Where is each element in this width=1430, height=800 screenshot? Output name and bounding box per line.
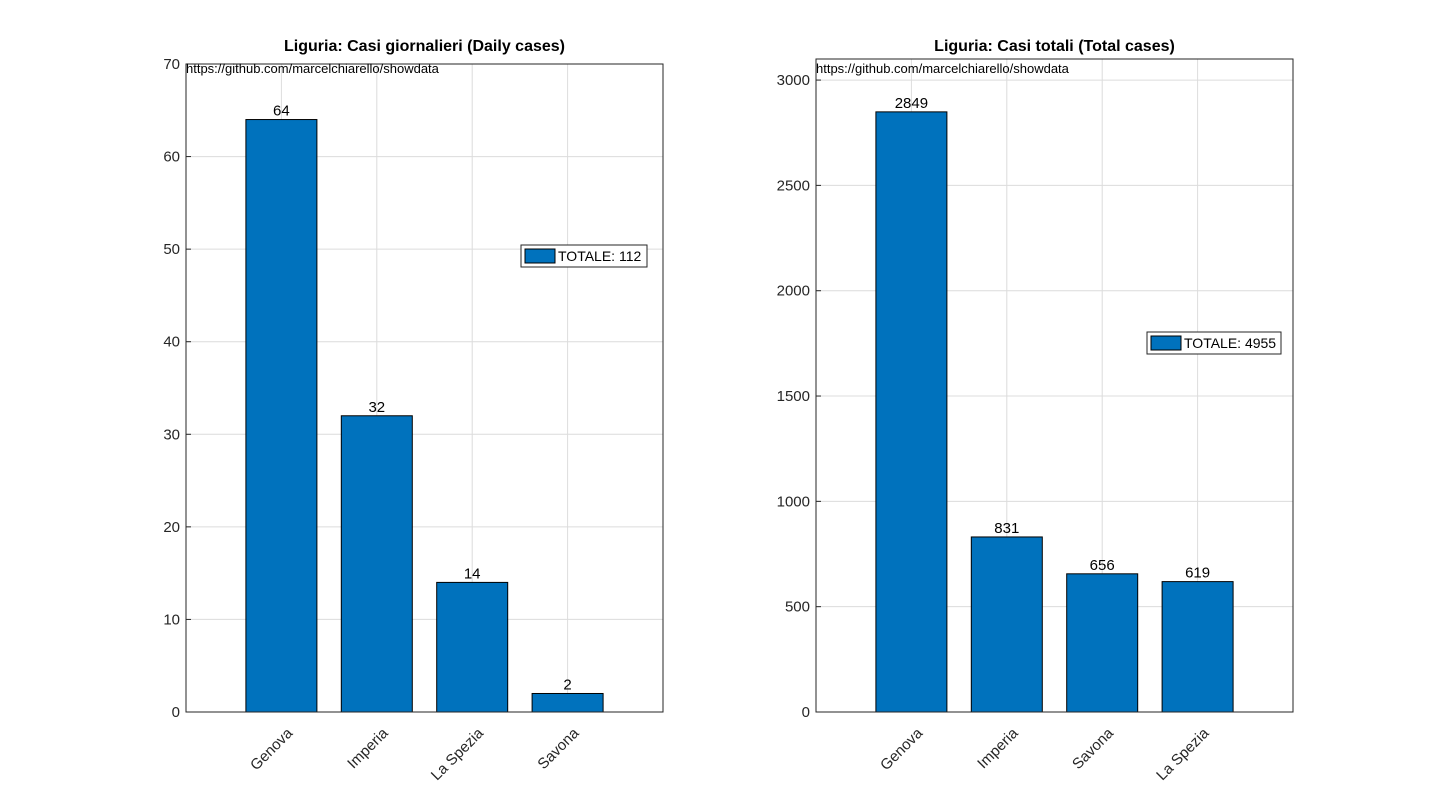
y-tick-label: 0 — [802, 704, 810, 721]
bar-value-label: 2 — [563, 676, 571, 693]
bar-savona — [1066, 573, 1139, 713]
y-tick-labels: 0 500 1000 1500 2000 2500 3000 — [777, 72, 810, 721]
chart-daily-cases: 64 32 14 2 0 10 20 30 40 50 60 70 Genova Imperia La … — [163, 38, 664, 784]
y-tick-label: 1000 — [777, 493, 810, 510]
bar-imperia — [340, 415, 413, 713]
y-tick-label: 2500 — [777, 177, 810, 194]
y-tick-label: 40 — [163, 334, 180, 351]
y-tick-label: 60 — [163, 149, 180, 166]
bar-value-label: 64 — [273, 103, 290, 120]
y-tick-label: 10 — [163, 611, 180, 628]
x-tick-labels: Genova Imperia Savona La Spezia — [877, 724, 1213, 784]
bar-value-label: 14 — [464, 565, 481, 582]
chart-title: Liguria: Casi totali (Total cases) — [934, 38, 1175, 55]
bar-genova — [245, 119, 318, 713]
value-labels: 64 32 14 2 — [273, 103, 572, 694]
legend-swatch — [524, 248, 556, 264]
value-labels: 2849 831 656 619 — [895, 95, 1210, 582]
source-url: https://github.com/marcelchiarello/showd… — [186, 61, 440, 76]
bar-la-spezia — [1161, 581, 1234, 713]
bar-imperia — [970, 536, 1043, 713]
source-url: https://github.com/marcelchiarello/showd… — [816, 61, 1070, 76]
bars — [875, 111, 1234, 713]
y-tick-label: 30 — [163, 426, 180, 443]
legend: TOTALE: 4955 — [1146, 331, 1282, 355]
x-tick-label: La Spezia — [428, 724, 488, 784]
legend-label: TOTALE: 4955 — [1184, 335, 1276, 351]
bar-value-label: 656 — [1090, 557, 1115, 574]
y-tick-label: 2000 — [777, 283, 810, 300]
y-tick-label: 3000 — [777, 72, 810, 89]
x-tick-label: Genova — [877, 724, 927, 774]
axes-box — [815, 58, 1294, 713]
x-tick-label: Savona — [1069, 724, 1117, 772]
legend-swatch — [1150, 335, 1182, 351]
bar-value-label: 619 — [1185, 565, 1210, 582]
y-tick-label: 0 — [172, 704, 180, 721]
bar-savona — [531, 692, 604, 713]
y-tick-label: 500 — [785, 599, 810, 616]
y-tick-labels: 0 10 20 30 40 50 60 70 — [163, 56, 180, 721]
bar-la-spezia — [436, 581, 509, 713]
bars — [245, 119, 604, 713]
legend-label: TOTALE: 112 — [558, 248, 641, 264]
bar-value-label: 2849 — [895, 95, 928, 112]
chart-total-cases: 2849 831 656 619 0 500 1000 1500 2000 2500 3000 G… — [777, 38, 1294, 784]
x-tick-labels: Genova Imperia La Spezia Savona — [247, 724, 583, 784]
bar-value-label: 831 — [994, 520, 1019, 537]
axes-box — [185, 63, 664, 713]
bar-genova — [875, 111, 948, 713]
x-tick-label: Genova — [247, 724, 297, 774]
chart-title: Liguria: Casi giornalieri (Daily cases) — [284, 38, 565, 55]
y-tick-label: 70 — [163, 56, 180, 73]
legend: TOTALE: 112 — [520, 244, 648, 268]
y-tick-label: 50 — [163, 241, 180, 258]
bar-value-label: 32 — [368, 399, 385, 416]
x-tick-label: Imperia — [974, 724, 1022, 772]
y-tick-label: 20 — [163, 519, 180, 536]
x-tick-label: La Spezia — [1153, 724, 1213, 784]
x-tick-label: Imperia — [344, 724, 392, 772]
y-tick-label: 1500 — [777, 388, 810, 405]
x-tick-label: Savona — [534, 724, 582, 772]
